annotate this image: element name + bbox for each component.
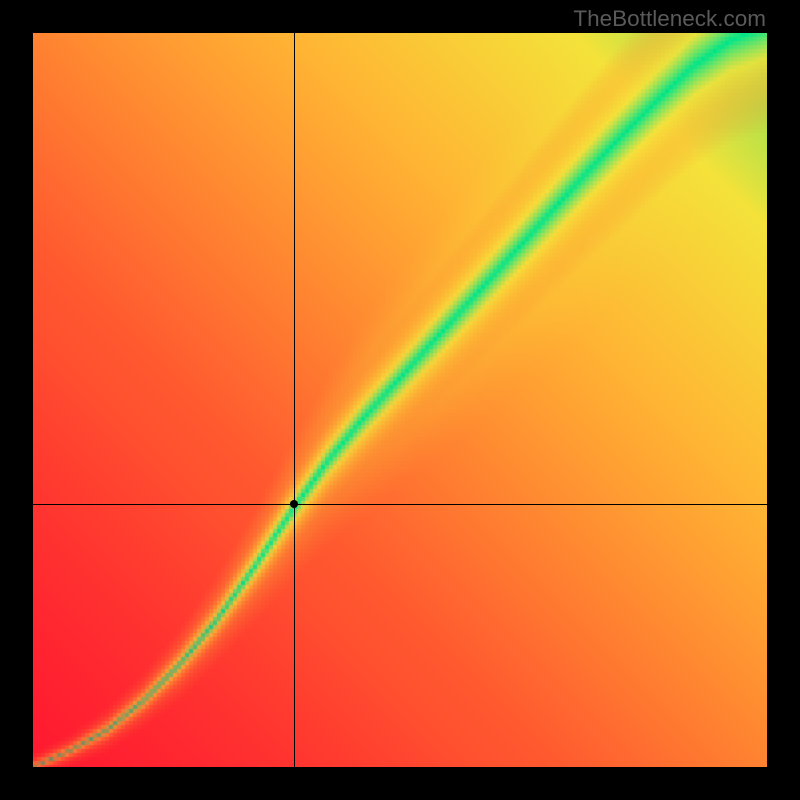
heatmap-plot-area	[33, 33, 767, 767]
crosshair-horizontal	[33, 504, 767, 505]
crosshair-vertical	[294, 33, 295, 767]
crosshair-point	[290, 500, 298, 508]
watermark-text: TheBottleneck.com	[573, 6, 766, 32]
heatmap-canvas	[33, 33, 767, 767]
